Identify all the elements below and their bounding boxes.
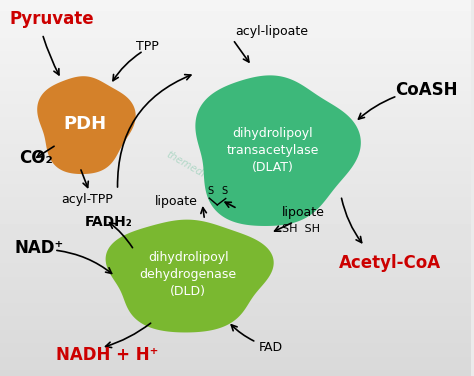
Text: lipoate: lipoate: [155, 195, 198, 208]
Text: FADH₂: FADH₂: [85, 215, 132, 229]
Text: S: S: [222, 186, 228, 196]
Text: PDH: PDH: [63, 115, 106, 133]
Text: SH  SH: SH SH: [282, 224, 320, 234]
Text: FAD: FAD: [259, 341, 283, 354]
Polygon shape: [195, 75, 361, 226]
Text: CoASH: CoASH: [395, 81, 457, 99]
Polygon shape: [37, 76, 136, 174]
Text: lipoate: lipoate: [282, 206, 325, 219]
Polygon shape: [106, 220, 273, 332]
Text: acyl-TPP: acyl-TPP: [61, 193, 113, 206]
Text: Pyruvate: Pyruvate: [9, 10, 94, 28]
Text: S: S: [207, 186, 213, 196]
Text: TPP: TPP: [137, 41, 159, 53]
Text: NADH + H⁺: NADH + H⁺: [56, 346, 159, 364]
Text: dihydrolipoyl
transacetylase
(DLAT): dihydrolipoyl transacetylase (DLAT): [227, 127, 319, 174]
Text: NAD⁺: NAD⁺: [14, 239, 64, 257]
Text: acyl-lipoate: acyl-lipoate: [235, 26, 308, 38]
Text: themedicalbiochemist.org: themedicalbiochemist.org: [164, 150, 287, 226]
Text: Acetyl-CoA: Acetyl-CoA: [338, 254, 441, 272]
Text: dihydrolipoyl
dehydrogenase
(DLD): dihydrolipoyl dehydrogenase (DLD): [139, 251, 237, 298]
Text: CO₂: CO₂: [19, 149, 53, 167]
